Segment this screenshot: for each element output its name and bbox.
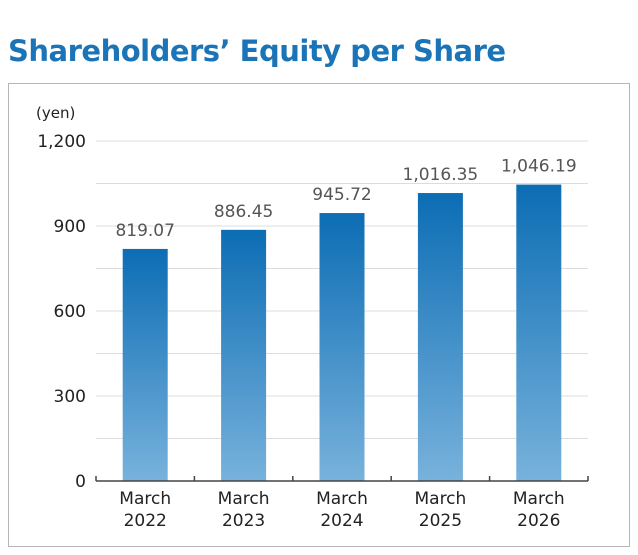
x-tick-label-year: 2023 (222, 511, 265, 531)
x-tick-label: March (218, 489, 270, 509)
x-tick-label-year: 2022 (124, 511, 167, 531)
x-axis (95, 476, 589, 482)
x-tick-label: March (414, 489, 466, 509)
bar (417, 193, 463, 481)
y-tick-label: 0 (75, 472, 86, 492)
bar (122, 248, 168, 481)
chart-title: Shareholders’ Equity per Share (8, 34, 506, 68)
data-label: 1,016.35 (403, 165, 479, 185)
y-tick-label: 900 (54, 217, 86, 237)
x-tick-label-year: 2025 (419, 511, 462, 531)
y-tick-label: 300 (54, 387, 86, 407)
x-tick-label: March (119, 489, 171, 509)
bar (221, 229, 267, 481)
y-axis-unit: (yen) (36, 104, 75, 122)
x-tick-label-year: 2024 (320, 511, 363, 531)
data-label: 886.45 (214, 202, 273, 222)
labels: (yen)03006009001,200819.07March2022886.4… (36, 104, 577, 531)
data-label: 945.72 (312, 185, 371, 205)
bar (319, 213, 365, 481)
y-tick-label: 600 (54, 302, 86, 322)
data-label: 819.07 (115, 221, 174, 241)
data-label: 1,046.19 (501, 157, 577, 177)
x-tick-label: March (316, 489, 368, 509)
bar (516, 184, 562, 481)
bars (122, 184, 562, 481)
x-tick-label-year: 2026 (517, 511, 560, 531)
y-tick-label: 1,200 (37, 132, 86, 152)
x-tick-label: March (513, 489, 565, 509)
